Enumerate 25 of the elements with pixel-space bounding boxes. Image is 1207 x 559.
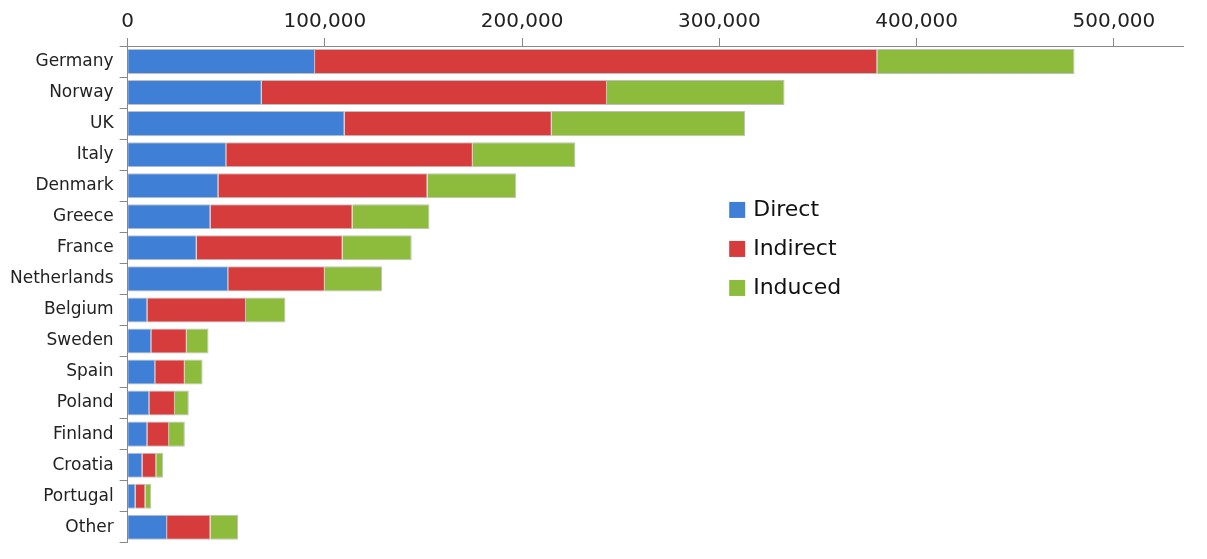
y-tick-label: Germany bbox=[35, 49, 114, 70]
x-tick-label: 500,000 bbox=[1072, 8, 1156, 33]
x-tick-label: 200,000 bbox=[480, 8, 564, 33]
y-tick-label: Norway bbox=[49, 81, 114, 101]
x-tick-label: 400,000 bbox=[875, 8, 959, 33]
y-tick-label: Spain bbox=[66, 360, 114, 381]
y-tick-label: Sweden bbox=[46, 329, 114, 350]
y-tick-label: UK bbox=[90, 112, 115, 133]
y-tick-label: Portugal bbox=[43, 484, 114, 505]
x-tick-label: 300,000 bbox=[678, 8, 761, 33]
legend-label: Indirect bbox=[753, 234, 837, 260]
y-tick-label: Greece bbox=[53, 205, 114, 226]
y-tick-label: Poland bbox=[56, 391, 114, 412]
y-tick-label: Other bbox=[65, 515, 114, 536]
legend-label: Direct bbox=[753, 195, 820, 221]
y-tick-label: Denmark bbox=[35, 174, 114, 195]
legend-label: Induced bbox=[753, 273, 842, 299]
y-tick-label: Italy bbox=[76, 143, 114, 164]
y-tick-label: France bbox=[57, 236, 114, 257]
y-tick-label: Finland bbox=[52, 422, 114, 443]
y-tick-label: Croatia bbox=[52, 453, 114, 474]
x-tick-label: 0 bbox=[121, 8, 134, 33]
x-tick-label: 100,000 bbox=[283, 8, 367, 33]
y-tick-label: Netherlands bbox=[9, 267, 114, 288]
y-tick-label: Belgium bbox=[43, 298, 114, 319]
